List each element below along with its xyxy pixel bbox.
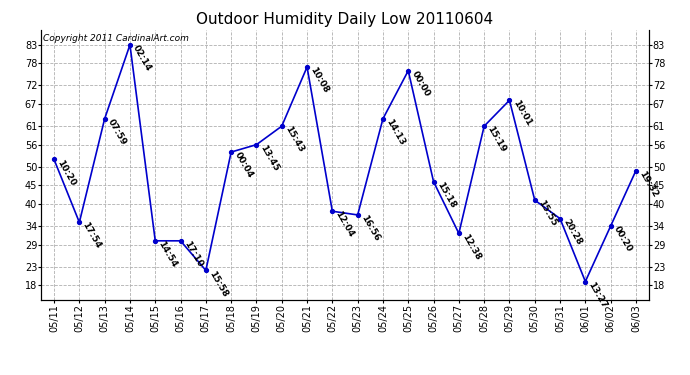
Text: 14:54: 14:54 [157, 239, 179, 269]
Text: 15:19: 15:19 [486, 125, 508, 154]
Text: Copyright 2011 CardinalArt.com: Copyright 2011 CardinalArt.com [43, 34, 188, 43]
Text: 16:56: 16:56 [359, 213, 381, 243]
Text: 17:54: 17:54 [81, 221, 103, 251]
Title: Outdoor Humidity Daily Low 20110604: Outdoor Humidity Daily Low 20110604 [197, 12, 493, 27]
Text: 10:20: 10:20 [55, 158, 77, 187]
Text: 19:32: 19:32 [638, 169, 660, 198]
Text: 17:10: 17:10 [182, 239, 204, 269]
Text: 00:04: 00:04 [233, 151, 255, 180]
Text: 07:59: 07:59 [106, 117, 128, 147]
Text: 12:38: 12:38 [460, 232, 482, 261]
Text: 00:20: 00:20 [612, 225, 634, 254]
Text: 20:28: 20:28 [562, 217, 584, 246]
Text: 15:58: 15:58 [207, 269, 229, 298]
Text: 00:00: 00:00 [410, 69, 431, 98]
Text: 15:55: 15:55 [536, 199, 558, 228]
Text: 15:18: 15:18 [435, 180, 457, 210]
Text: 13:27: 13:27 [586, 280, 609, 309]
Text: 02:14: 02:14 [131, 44, 153, 73]
Text: 10:08: 10:08 [308, 66, 331, 94]
Text: 12:04: 12:04 [334, 210, 356, 239]
Text: 10:01: 10:01 [511, 99, 533, 128]
Text: 15:43: 15:43 [283, 125, 305, 154]
Text: 14:13: 14:13 [384, 117, 406, 147]
Text: 13:45: 13:45 [258, 143, 280, 172]
